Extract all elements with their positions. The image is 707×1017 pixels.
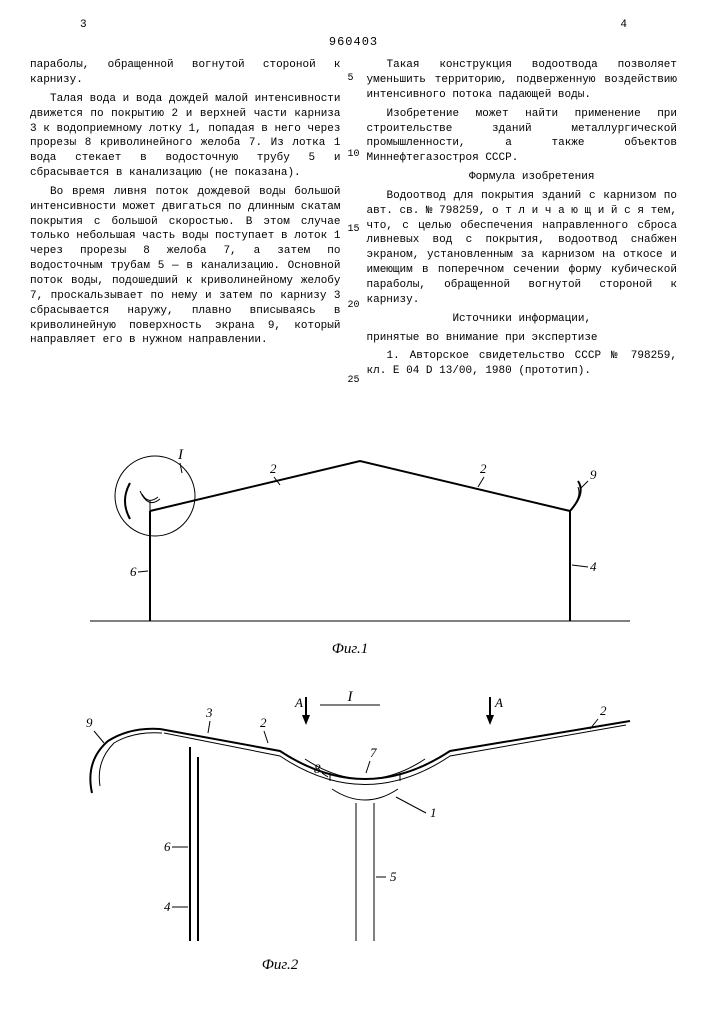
section-A-left: A (294, 695, 303, 710)
figure-1-caption: Фиг.1 (332, 641, 368, 657)
sources-heading: Источники информации, (367, 312, 678, 327)
figures-block: I 2 2 9 4 6 Фиг.1 A (30, 401, 677, 997)
line-number-gutter: 5 10 15 20 25 (348, 40, 360, 388)
para-5: Изобретение может найти применение при с… (367, 107, 678, 166)
label-4a: 4 (590, 559, 597, 574)
para-7: 1. Авторское свидетельство СССР № 798259… (367, 349, 678, 379)
page-number-right: 4 (620, 18, 627, 33)
label-7: 7 (370, 745, 377, 760)
detail-I-fig2: I (347, 689, 354, 705)
label-1: 1 (430, 805, 437, 820)
para-2: Талая вода и вода дождей малой интенсивн… (30, 92, 341, 181)
para-3: Во время ливня поток дождевой воды больш… (30, 185, 341, 348)
label-2d: 2 (600, 703, 607, 718)
label-3: 3 (205, 705, 213, 720)
figure-2: A A I (86, 689, 630, 973)
label-6a: 6 (130, 564, 137, 579)
para-6: Водоотвод для покрытия зданий с карнизом… (367, 189, 678, 308)
label-2a: 2 (270, 461, 277, 476)
label-5: 5 (390, 869, 397, 884)
para-1: параболы, обращенной вогнутой стороной к… (30, 58, 341, 88)
figure-2-caption: Фиг.2 (262, 957, 299, 973)
label-2b: 2 (480, 461, 487, 476)
claims-heading: Формула изобретения (367, 170, 678, 185)
para-4: Такая конструкция водоотвода позволяет у… (367, 58, 678, 103)
label-6b: 6 (164, 839, 171, 854)
figure-1: I 2 2 9 4 6 Фиг.1 (90, 447, 630, 657)
section-A-right: A (494, 695, 503, 710)
page-number-left: 3 (80, 18, 87, 33)
label-4b: 4 (164, 899, 171, 914)
label-9a: 9 (590, 467, 597, 482)
label-2c: 2 (260, 715, 267, 730)
detail-label-I: I (177, 447, 184, 463)
label-9b: 9 (86, 715, 93, 730)
sources-heading-2: принятые во внимание при экспертизе (367, 331, 678, 346)
label-8: 8 (314, 761, 321, 776)
